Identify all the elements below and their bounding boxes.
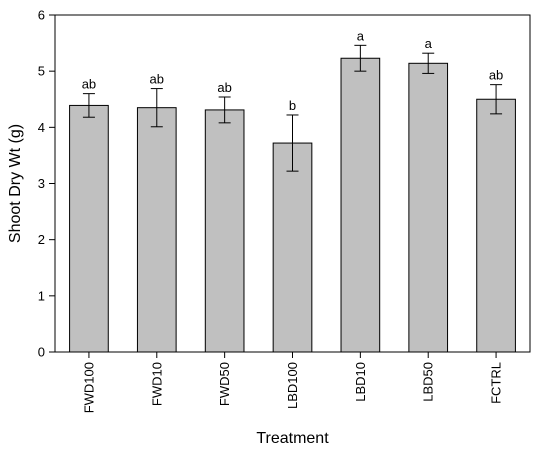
bar (136, 107, 177, 353)
significance-label: ab (489, 68, 503, 83)
x-axis: FWD100 FWD10 FWD50 LBD100 LBD10 LBD50 FCTRL (81, 352, 504, 413)
x-tick-label: LBD100 (285, 362, 300, 409)
significance-label: b (289, 98, 296, 113)
y-tick-label: 1 (38, 288, 45, 303)
bar (204, 109, 245, 353)
y-axis: 0 1 2 3 4 5 6 (38, 8, 55, 360)
bar (476, 98, 516, 353)
error-bar (218, 96, 231, 124)
significance-labels-layer: ab ab ab b a a ab (82, 28, 504, 113)
y-tick-label: 6 (38, 8, 45, 23)
bar (340, 57, 381, 353)
x-tick-label: FWD100 (81, 362, 96, 413)
y-tick-label: 0 (38, 345, 45, 360)
y-tick-label: 4 (38, 120, 45, 135)
bars-layer (69, 57, 516, 353)
significance-label: a (425, 36, 433, 51)
error-bar (422, 52, 435, 74)
bar (408, 62, 449, 353)
error-bar (490, 84, 503, 115)
error-bar (286, 114, 299, 172)
y-tick-label: 5 (38, 64, 45, 79)
error-bar (354, 44, 367, 72)
bar (272, 142, 313, 353)
error-bars-layer (82, 44, 503, 172)
x-tick-label: FWD50 (217, 362, 232, 406)
error-bar (82, 93, 95, 118)
y-axis-title: Shoot Dry Wt (g) (7, 124, 24, 243)
x-axis-title: Treatment (256, 430, 329, 447)
bar (69, 104, 109, 353)
error-bar (150, 88, 163, 128)
significance-label: ab (150, 72, 164, 87)
y-tick-label: 3 (38, 176, 45, 191)
x-tick-label: FWD10 (149, 362, 164, 406)
x-tick-label: LBD50 (421, 362, 436, 402)
significance-label: ab (217, 80, 231, 95)
y-tick-label: 2 (38, 232, 45, 247)
significance-label: ab (82, 77, 96, 92)
significance-label: a (357, 28, 365, 43)
x-tick-label: LBD10 (353, 362, 368, 402)
x-tick-label: FCTRL (489, 362, 504, 404)
